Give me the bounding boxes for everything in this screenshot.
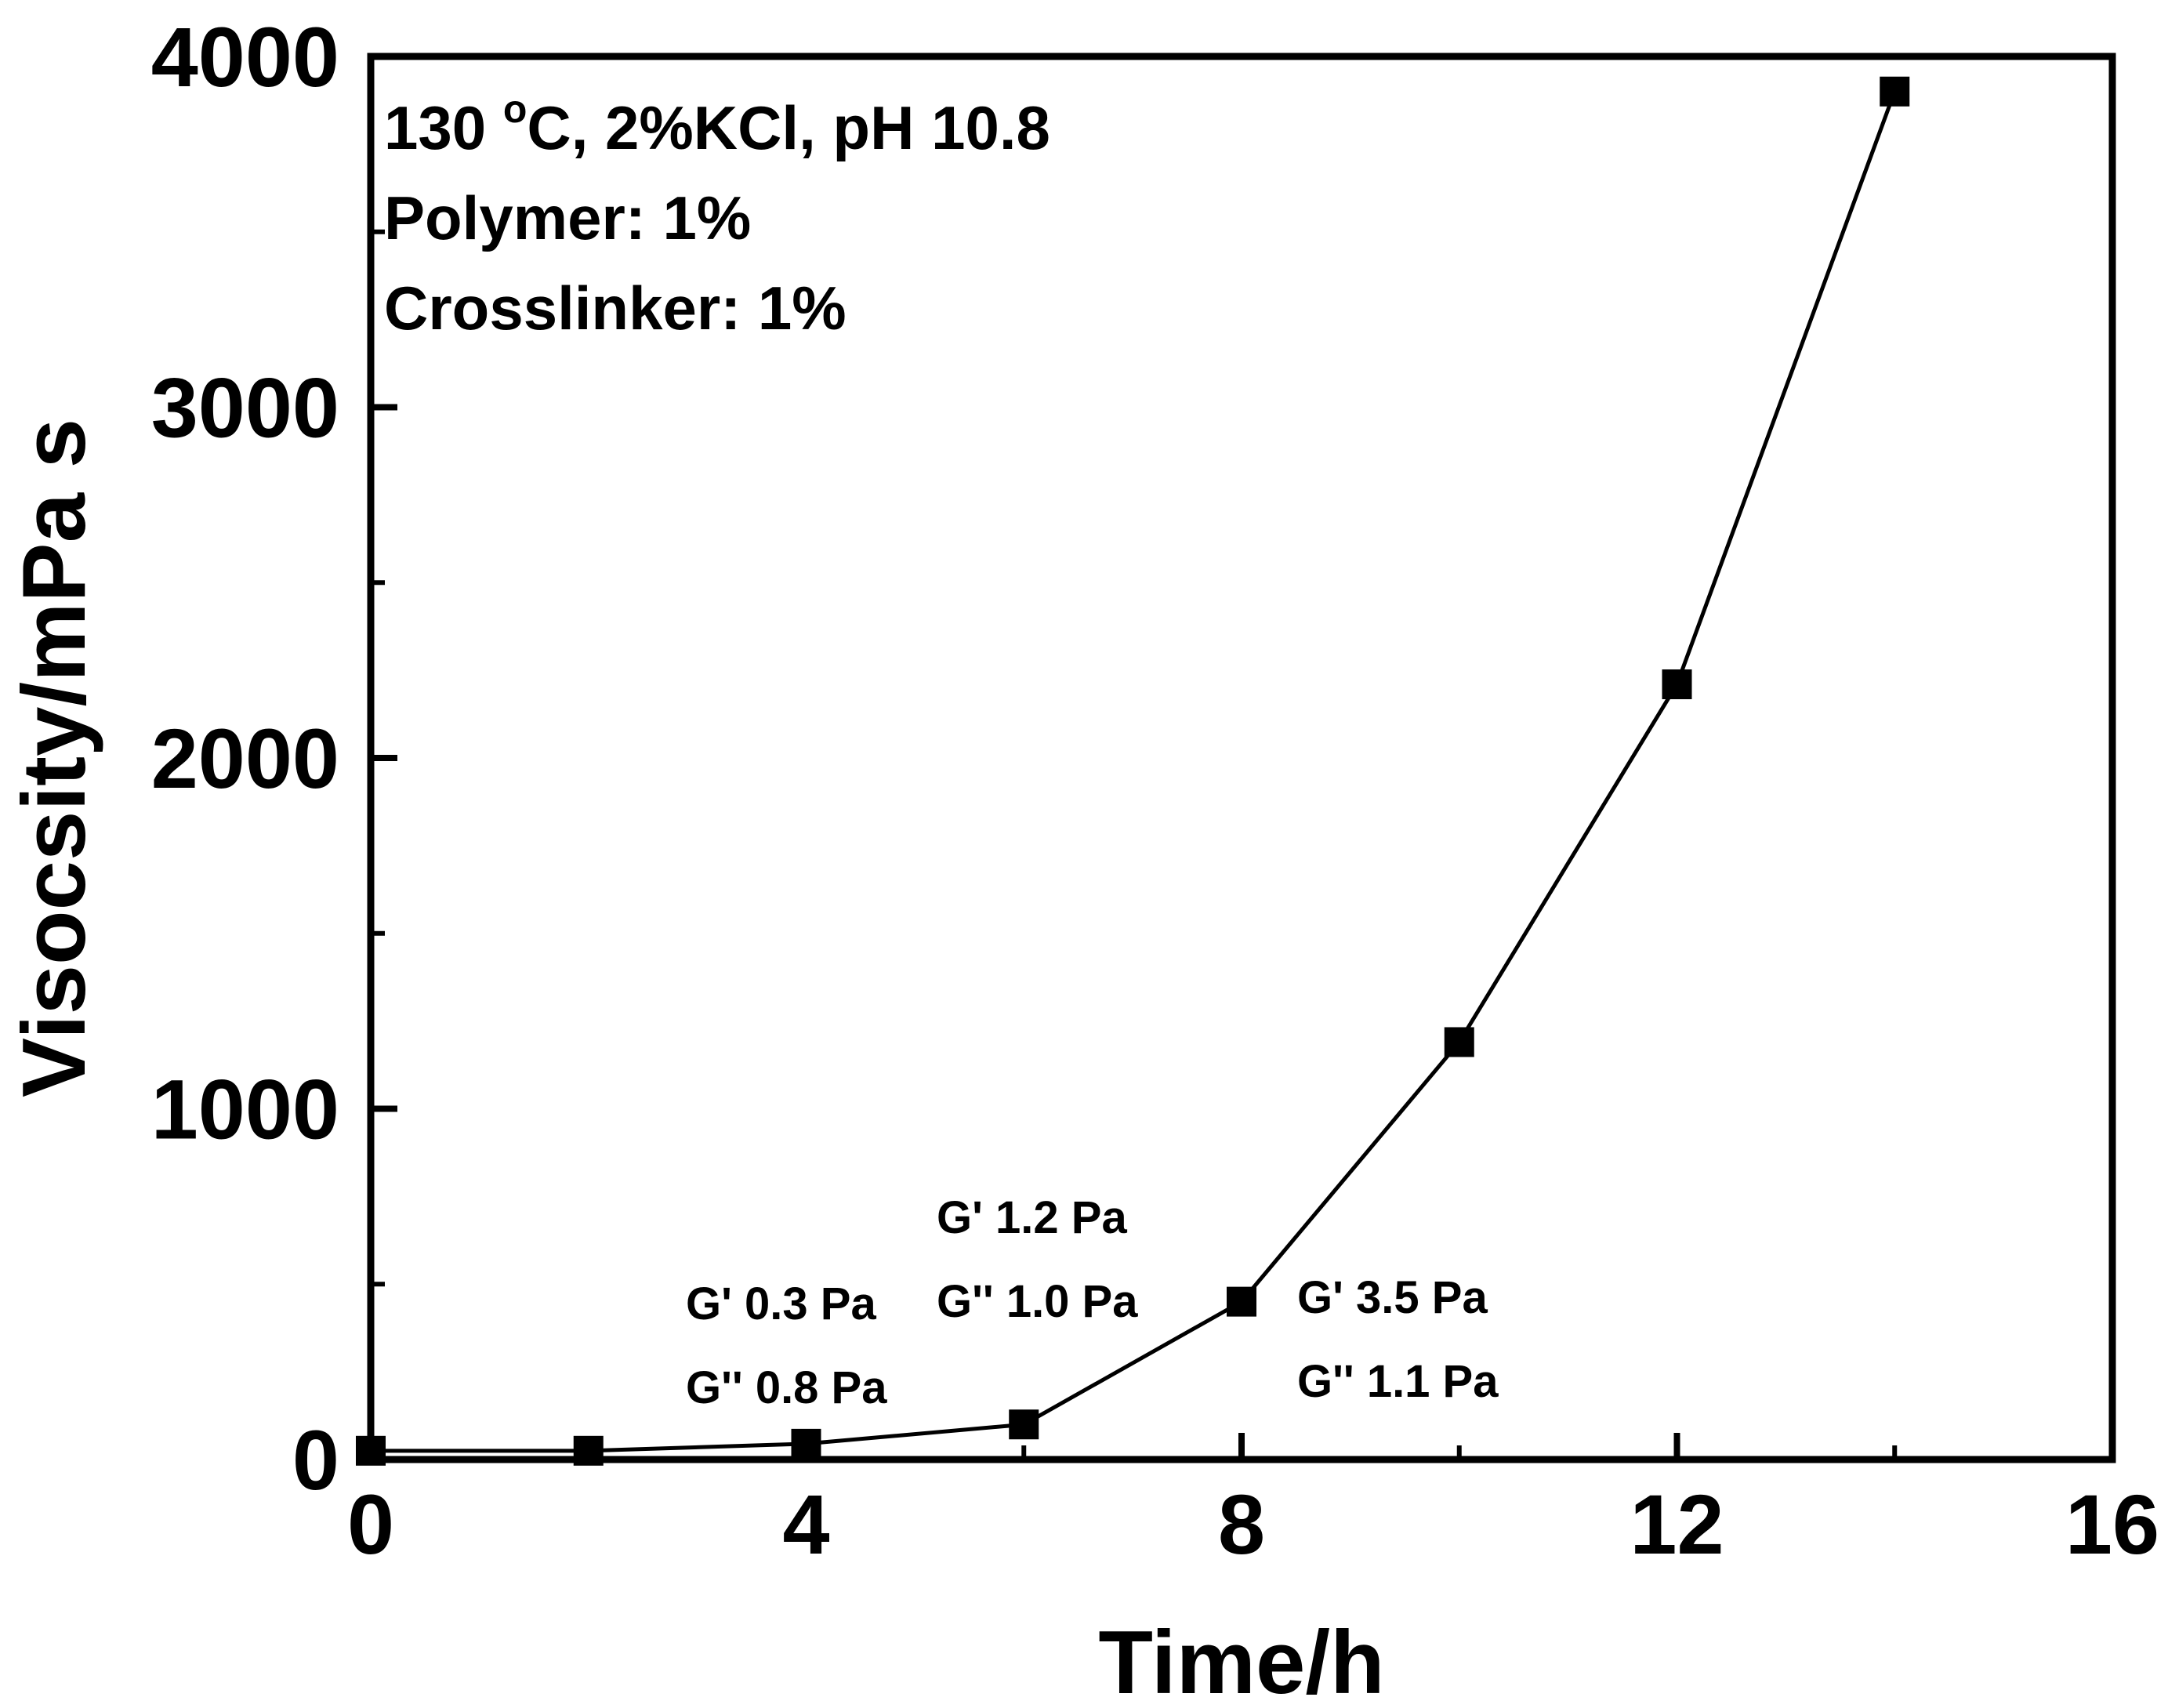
data-point-marker <box>1009 1409 1039 1440</box>
data-point-marker <box>791 1428 821 1459</box>
x-tick-label: 12 <box>1630 1477 1724 1572</box>
data-point-marker <box>356 1435 386 1466</box>
annotation-t6-g-double-prime: G'' 1.0 Pa <box>937 1276 1138 1327</box>
x-tick-label: 8 <box>1218 1477 1265 1572</box>
y-tick-label: 4000 <box>151 9 339 104</box>
data-point-marker <box>1227 1286 1256 1317</box>
y-tick-label: 1000 <box>151 1062 339 1157</box>
y-axis-title: Visocsity/mPa s <box>5 419 104 1097</box>
x-tick-label: 16 <box>2065 1477 2159 1572</box>
data-point-marker <box>1662 669 1692 700</box>
y-axis-ticks: 0 1000 2000 3000 4000 <box>151 9 397 1507</box>
annotation-t8-g-double-prime: G'' 1.1 Pa <box>1297 1356 1499 1407</box>
data-point-marker <box>1444 1027 1474 1057</box>
series-line <box>371 90 1897 1453</box>
x-axis-ticks: 0 4 8 12 16 <box>347 1433 2159 1572</box>
condition-line-3: Crosslinker: 1% <box>384 274 847 343</box>
series-layer <box>356 76 1910 1466</box>
annotation-t6-g-prime: G' 1.2 Pa <box>937 1192 1127 1243</box>
plot-frame <box>367 53 2116 1463</box>
x-tick-label: 4 <box>782 1477 829 1572</box>
x-axis-title: Time/h <box>1098 1613 1384 1708</box>
data-point-marker <box>573 1435 604 1466</box>
annotation-t4-g-double-prime: G'' 0.8 Pa <box>686 1362 887 1413</box>
x-tick-label: 0 <box>347 1477 394 1572</box>
y-tick-label: 0 <box>292 1412 339 1507</box>
data-point-marker <box>1880 76 1910 107</box>
condition-line-2: Polymer: 1% <box>384 183 751 252</box>
y-tick-label: 3000 <box>151 361 339 455</box>
y-tick-label: 2000 <box>151 711 339 806</box>
annotation-t4-g-prime: G' 0.3 Pa <box>686 1278 876 1329</box>
condition-line-1: 130 oC, 2%KCl, pH 10.8 <box>384 87 1050 162</box>
annotation-t8-g-prime: G' 3.5 Pa <box>1297 1272 1488 1323</box>
